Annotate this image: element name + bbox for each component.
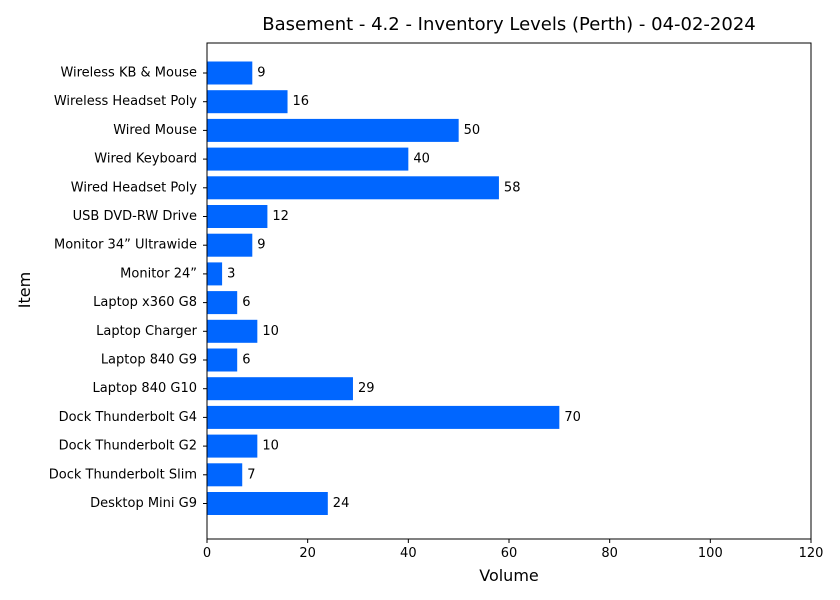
y-tick-label: Wired Mouse <box>113 123 197 138</box>
bar <box>207 90 288 114</box>
y-tick-label: Monitor 34” Ultrawide <box>54 238 197 253</box>
y-tick-label: Laptop 840 G10 <box>93 381 197 396</box>
y-tick-label: Laptop Charger <box>96 324 198 339</box>
bar-value-label: 24 <box>333 496 350 511</box>
y-tick-label: Desktop Mini G9 <box>90 496 197 511</box>
bar <box>207 118 459 142</box>
y-tick-label: Wired Keyboard <box>94 152 197 167</box>
bar <box>207 319 258 343</box>
y-axis-label: Item <box>15 272 34 308</box>
bar <box>207 262 223 286</box>
y-tick-label: Dock Thunderbolt G2 <box>59 439 197 454</box>
bar <box>207 233 253 257</box>
bar <box>207 405 560 429</box>
bar-value-label: 7 <box>247 467 255 482</box>
bar-value-label: 12 <box>272 209 289 224</box>
bar-value-label: 6 <box>242 295 250 310</box>
x-axis-label: Volume <box>479 566 539 585</box>
bar-value-label: 3 <box>227 266 235 281</box>
bar <box>207 463 243 487</box>
y-tick-label: Dock Thunderbolt G4 <box>59 410 197 425</box>
bar <box>207 205 268 228</box>
bar-value-label: 10 <box>262 324 279 339</box>
y-tick-label: Monitor 24” <box>120 266 197 281</box>
plot-frame <box>206 42 812 540</box>
axes-layer: Desktop Mini G9 Dock Thunderbolt Slim Dock… <box>49 42 824 561</box>
x-tick-label: 120 <box>799 546 824 561</box>
bar <box>207 377 353 401</box>
bar <box>207 147 409 171</box>
bar <box>207 291 238 315</box>
bar-value-label: 16 <box>293 94 310 109</box>
bar-value-label: 29 <box>358 381 375 396</box>
bar-value-label: 9 <box>257 66 265 81</box>
x-tick-label: 0 <box>203 546 211 561</box>
bar <box>207 176 499 200</box>
y-tick-label: Laptop x360 G8 <box>93 295 197 310</box>
x-tick-label: 100 <box>698 546 723 561</box>
y-tick-label: Wired Headset Poly <box>71 180 198 195</box>
y-tick-label: Wireless Headset Poly <box>54 94 197 109</box>
y-tick-label: Wireless KB & Mouse <box>60 66 197 81</box>
bar-value-label: 70 <box>564 410 581 425</box>
y-tick-label: Dock Thunderbolt Slim <box>49 467 197 482</box>
y-tick-label: Laptop 840 G9 <box>101 353 197 368</box>
bar-value-label: 40 <box>413 152 430 167</box>
bar <box>207 492 328 515</box>
bar <box>207 434 258 458</box>
chart-title: Basement - 4.2 - Inventory Levels (Perth… <box>262 14 755 35</box>
x-tick-label: 80 <box>601 546 618 561</box>
x-tick-label: 40 <box>400 546 417 561</box>
y-tick-label: USB DVD-RW Drive <box>73 209 197 224</box>
bar <box>207 61 253 85</box>
x-tick-label: 20 <box>299 546 316 561</box>
bar-value-label: 58 <box>504 180 521 195</box>
bar-value-label: 50 <box>464 123 481 138</box>
bar-value-label: 10 <box>262 439 279 454</box>
bar <box>207 348 238 372</box>
x-tick-label: 60 <box>501 546 518 561</box>
bar-value-label: 6 <box>242 353 250 368</box>
bar-value-label: 9 <box>257 238 265 253</box>
